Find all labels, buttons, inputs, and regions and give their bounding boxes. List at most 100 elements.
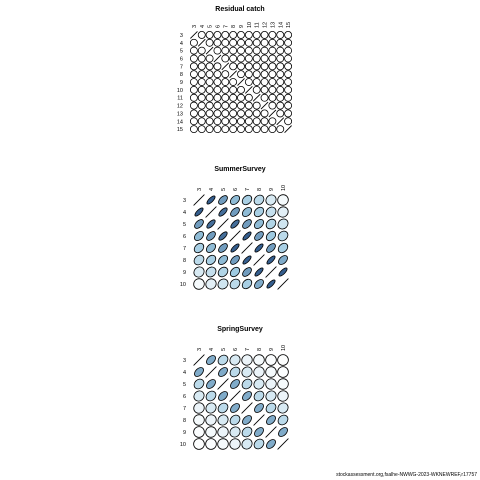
correlation-ellipse [197, 93, 206, 102]
correlation-ellipse [229, 366, 241, 378]
column-label: 10 [281, 185, 287, 191]
correlation-ellipse [197, 78, 206, 86]
correlation-ellipse [229, 354, 241, 366]
correlation-ellipse [205, 117, 214, 126]
correlation-ellipse [284, 62, 293, 71]
correlation-ellipse [277, 414, 289, 426]
row-label: 6 [183, 394, 186, 400]
correlation-ellipse [213, 62, 222, 71]
row-label: 4 [183, 370, 186, 376]
correlation-ellipse [276, 101, 285, 110]
correlation-ellipse [218, 243, 228, 253]
correlation-ellipse [244, 62, 253, 71]
column-label: 5 [221, 188, 227, 191]
correlation-ellipse [205, 438, 217, 450]
correlation-ellipse [221, 117, 230, 126]
row-label: 4 [183, 210, 186, 216]
correlation-ellipse [194, 219, 204, 229]
correlation-ellipse [229, 125, 238, 134]
correlation-ellipse [254, 219, 264, 229]
correlation-ellipse [260, 70, 269, 79]
correlation-ellipse [277, 366, 289, 378]
correlation-ellipse [265, 378, 277, 390]
correlation-ellipse [254, 231, 264, 241]
correlation-ellipse [260, 54, 269, 63]
correlation-ellipse [206, 243, 216, 253]
correlation-ellipse [189, 85, 198, 94]
correlation-ellipse [217, 354, 229, 366]
correlation-ellipse [193, 378, 205, 390]
correlation-ellipse [260, 125, 269, 134]
correlation-ellipse [265, 194, 277, 206]
row-label: 5 [180, 49, 183, 55]
correlation-ellipse [284, 54, 293, 63]
column-label: 9 [269, 348, 275, 351]
column-label: 9 [239, 25, 245, 28]
correlation-ellipse [221, 125, 230, 134]
correlation-ellipse [265, 218, 277, 230]
row-label: 5 [183, 382, 186, 388]
correlation-ellipse [221, 78, 230, 86]
column-label: 7 [245, 348, 251, 351]
correlation-ellipse [284, 85, 293, 94]
correlation-diagonal [277, 278, 289, 290]
correlation-ellipse [237, 46, 245, 55]
correlation-ellipse [206, 355, 216, 365]
correlation-diagonal [205, 206, 217, 218]
correlation-ellipse [193, 242, 205, 254]
correlation-ellipse [229, 30, 238, 39]
correlation-ellipse [194, 231, 204, 241]
correlation-ellipse [244, 38, 253, 47]
correlation-ellipse [229, 54, 238, 63]
row-label: 3 [180, 33, 183, 39]
correlation-ellipse [213, 93, 222, 102]
correlation-ellipse [205, 30, 214, 39]
correlation-ellipse [213, 30, 222, 39]
correlation-ellipse [206, 219, 216, 229]
correlation-ellipse [237, 93, 245, 102]
correlation-diagonal [241, 242, 253, 254]
correlation-ellipse [254, 279, 264, 289]
row-label: 10 [177, 88, 183, 94]
correlation-ellipse [244, 46, 253, 55]
correlation-ellipse [284, 93, 293, 102]
correlation-ellipse [276, 46, 285, 55]
correlation-ellipse [205, 125, 214, 134]
correlation-ellipse [252, 38, 261, 47]
correlation-diagonal [221, 62, 230, 71]
correlation-ellipse [237, 85, 245, 94]
correlation-ellipse [189, 101, 198, 110]
correlation-ellipse [266, 243, 276, 253]
correlation-ellipse [221, 38, 230, 47]
correlation-ellipse [276, 109, 285, 118]
correlation-ellipse [260, 62, 269, 71]
correlation-ellipse [193, 266, 205, 278]
correlation-ellipse [221, 109, 230, 118]
correlation-ellipse [253, 354, 265, 366]
row-label: 5 [183, 222, 186, 228]
correlation-ellipse [277, 218, 289, 230]
correlation-ellipse [217, 266, 229, 278]
row-label: 10 [180, 282, 186, 288]
correlation-diagonal [253, 254, 265, 266]
correlation-ellipse [241, 194, 253, 206]
correlation-ellipse [230, 403, 240, 413]
correlation-diagonal [241, 402, 253, 414]
correlation-ellipse [213, 46, 222, 55]
correlation-ellipse [284, 117, 293, 126]
correlation-ellipse [229, 46, 238, 55]
correlation-diagonal [213, 54, 222, 63]
correlation-ellipse [253, 366, 265, 378]
correlation-ellipse [244, 93, 253, 102]
correlation-ellipse [237, 62, 245, 71]
correlation-ellipse [205, 402, 217, 414]
correlation-ellipse [205, 93, 214, 102]
correlation-ellipse [193, 390, 205, 402]
correlation-ellipse [252, 30, 261, 39]
correlation-ellipse [254, 243, 264, 253]
row-label: 15 [177, 127, 183, 133]
correlation-ellipse [241, 278, 253, 290]
correlation-ellipse [254, 267, 264, 277]
